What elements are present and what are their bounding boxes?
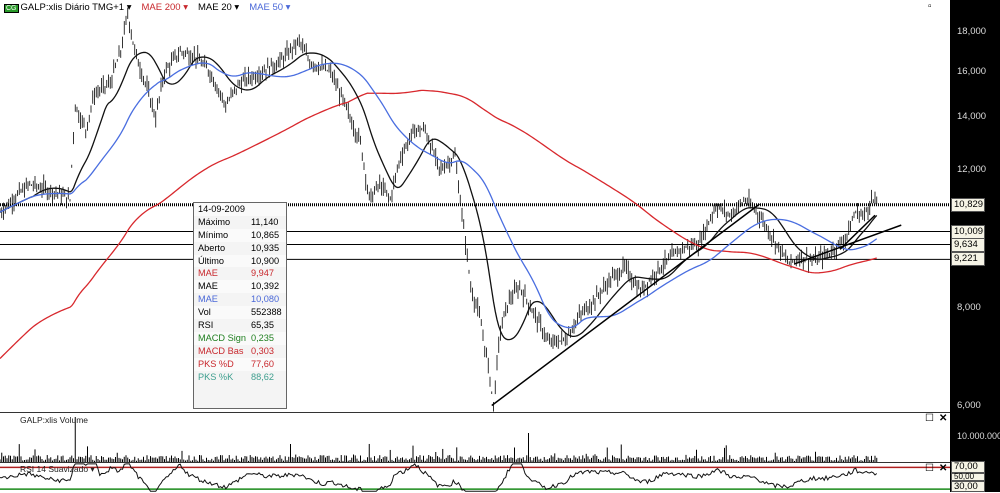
tooltip-value: 88,62 [251,371,274,382]
rsi-chart [0,463,950,492]
y-tick-label: 18,000 [957,26,987,37]
tooltip-row: MAE 10,392 [194,280,286,294]
y-tick-label: 6,000 [957,399,981,411]
tooltip-row: MAE 10,080 [194,293,286,306]
badge-icon: CG [4,4,19,13]
tooltip-value: 77,60 [251,358,274,369]
price-pane: ▫ [0,0,950,412]
tooltip-date: 14-09-2009 [194,203,286,216]
tooltip-row: Vol 552388 [194,306,286,320]
tooltip-key: Aberto [198,242,226,253]
tooltip-value: 9,947 [251,268,274,279]
tooltip-row: MACD Bas 0,303 [194,345,286,358]
symbol-label[interactable]: CG GALP:xlis Diário TMG+1 ▾ [4,2,132,13]
tooltip-row: MAE 9,947 [194,267,286,280]
y-tick-label: 14,000 [957,111,987,123]
maximize-icon[interactable]: ▫ [928,1,932,12]
maximize-icon[interactable]: ☐ [925,463,934,474]
tooltip-value: 10,392 [251,281,280,292]
tooltip-key: MACD Bas [198,345,244,356]
tooltip-key: Vol [198,307,211,318]
price-level-label: 9,221 [951,252,985,267]
moving-average-line [0,62,878,329]
indicator-mae20[interactable]: MAE 20 ▾ [198,2,240,13]
y-tick-label: 12,000 [957,163,987,175]
tooltip-key: PKS %D [198,358,234,369]
volume-pane: GALP:xlis Volume ☐ ✕ [0,412,950,463]
tooltip-value: 0,303 [251,345,274,356]
tooltip-key: Último [198,255,225,266]
close-icon[interactable]: ✕ [939,413,948,424]
tooltip-value: 0,235 [251,332,274,343]
tooltip-row: PKS %K 88,62 [194,371,286,384]
rsi-line [0,463,878,492]
tooltip-value: 552388 [251,307,282,318]
indicator-mae50[interactable]: MAE 50 ▾ [249,2,291,13]
moving-average-line [0,51,878,341]
tooltip-row: Último 10,900 [194,254,286,268]
tooltip-key: MAE [198,268,218,279]
price-level-label: 10,829 [951,197,985,212]
tooltip-key: MAE [198,281,218,292]
tooltip-key: RSI [198,320,214,331]
tooltip-key: Máximo [198,216,231,227]
trendline [839,214,876,250]
y-tick-label: 16,000 [957,66,987,78]
indicator-mae200[interactable]: MAE 200 ▾ [141,2,189,13]
tooltip-value: 11,140 [251,216,279,227]
trendline [491,203,760,407]
rsi-30-label: 30,00 [951,481,985,492]
tooltip-value: 10,900 [251,255,280,266]
price-chart [0,7,950,412]
rsi-pane: RSI 14 Suavizado ▾ ☐ ✕ [0,462,950,492]
tooltip-key: PKS %K [198,371,234,382]
volume-chart [0,417,878,463]
tooltip-row: Máximo 11,140 [194,216,286,229]
tooltip-row: RSI 65,35 [194,319,286,332]
volume-title: GALP:xlis Volume [20,415,89,425]
rsi-50-label: 50,00 [951,473,985,481]
trendline [794,224,902,265]
price-level-label: 9,634 [951,237,985,252]
price-level-label: 10,009 [951,224,985,239]
tooltip-row: PKS %D 77,60 [194,357,286,371]
volume-tick: 10.000.000 [957,431,1000,441]
rsi-title[interactable]: RSI 14 Suavizado ▾ [20,464,95,474]
rsi-70-label: 70,00 [951,461,985,473]
tooltip-key: MACD Sign [198,332,246,343]
close-icon[interactable]: ✕ [939,463,948,474]
tooltip-row: Mínimo 10,865 [194,228,286,242]
y-tick-label: 8,000 [957,301,981,313]
chart-header: CG GALP:xlis Diário TMG+1 ▾ MAE 200 ▾ MAE… [4,2,290,13]
tooltip-value: 65,35 [251,320,274,331]
data-tooltip: 14-09-2009 Máximo 11,140 Mínimo 10,865 Abert… [193,202,287,409]
tooltip-value: 10,935 [251,242,280,253]
tooltip-key: MAE [198,294,218,305]
maximize-icon[interactable]: ☐ [925,413,934,424]
tooltip-value: 10,865 [251,229,280,240]
moving-average-line [0,89,877,359]
tooltip-row: MACD Sign 0,235 [194,331,286,345]
tooltip-value: 10,080 [251,294,280,305]
tooltip-row: Aberto 10,935 [194,242,286,255]
tooltip-key: Mínimo [198,229,229,240]
